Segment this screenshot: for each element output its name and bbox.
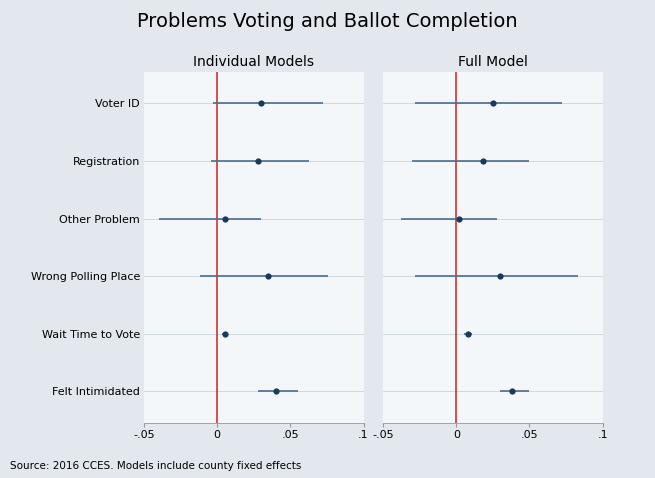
Title: Full Model: Full Model [458, 55, 528, 69]
Text: Problems Voting and Ballot Completion: Problems Voting and Ballot Completion [137, 12, 518, 31]
Title: Individual Models: Individual Models [193, 55, 314, 69]
Text: Source: 2016 CCES. Models include county fixed effects: Source: 2016 CCES. Models include county… [10, 461, 301, 471]
